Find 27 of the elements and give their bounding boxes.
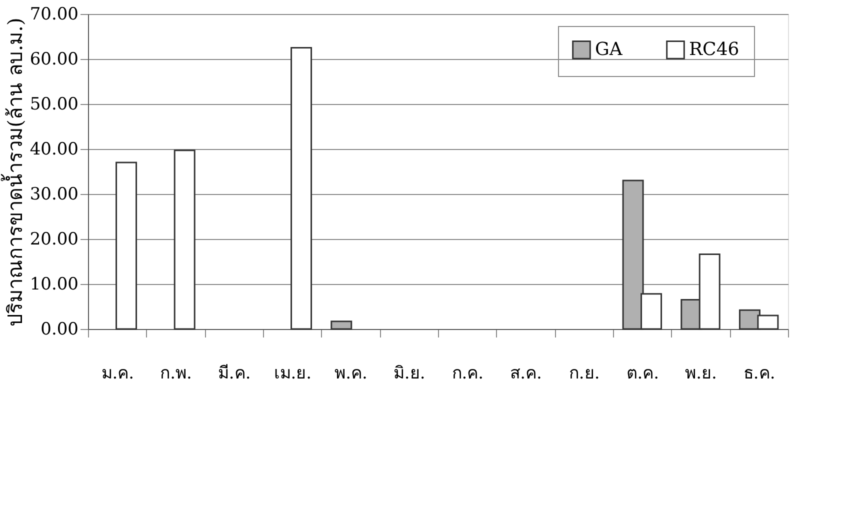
bar bbox=[290, 47, 312, 330]
x-tick-label: พ.ย. bbox=[685, 364, 717, 384]
x-tick-label: ธ.ค. bbox=[743, 364, 776, 384]
x-tick-label: มิ.ย. bbox=[393, 364, 426, 384]
y-tick-label: 0.00 bbox=[40, 320, 78, 340]
y-tick-label: 60.00 bbox=[30, 50, 78, 70]
x-tick-label: ก.ย. bbox=[568, 364, 600, 384]
y-tick-label: 20.00 bbox=[30, 230, 78, 250]
bar bbox=[174, 150, 196, 330]
x-tick-label: ก.ค. bbox=[452, 364, 484, 384]
x-tick-label: ส.ค. bbox=[510, 364, 542, 384]
y-tick-label: 50.00 bbox=[30, 94, 78, 114]
x-tick-label: พ.ค. bbox=[334, 364, 368, 384]
y-tick-label: 40.00 bbox=[30, 140, 78, 160]
bar bbox=[330, 320, 352, 330]
x-tick-label: ก.พ. bbox=[160, 364, 192, 384]
x-tick-label: เม.ย. bbox=[274, 364, 312, 384]
bar bbox=[116, 162, 138, 330]
y-tick-label: 10.00 bbox=[30, 274, 78, 294]
x-tick-label: มี.ค. bbox=[218, 364, 251, 384]
x-tick-label: ม.ค. bbox=[101, 364, 134, 384]
y-tick-label: 30.00 bbox=[30, 184, 78, 204]
y-tick-label: 70.00 bbox=[30, 4, 78, 24]
x-tick-label: ต.ค. bbox=[626, 364, 660, 384]
legend-label: RC46 bbox=[689, 38, 740, 60]
y-axis-title: ปริมาณการขาดน้ำรวม(ล้าน ลบ.ม.) bbox=[0, 18, 27, 326]
legend-label: GA bbox=[595, 38, 624, 60]
